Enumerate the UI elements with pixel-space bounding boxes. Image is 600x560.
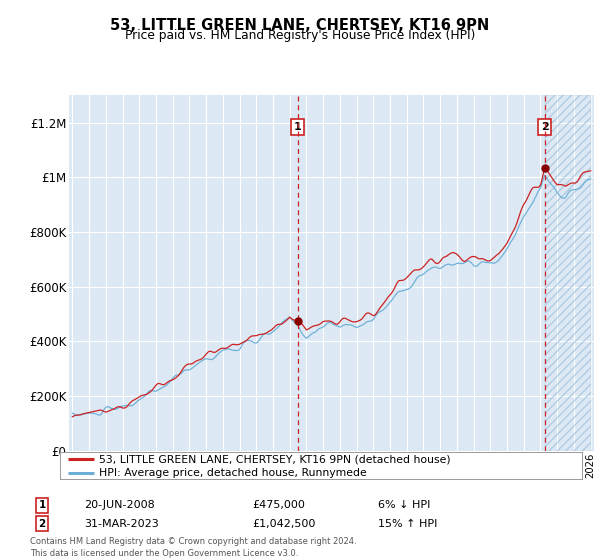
- Text: 15% ↑ HPI: 15% ↑ HPI: [378, 519, 437, 529]
- Text: 53, LITTLE GREEN LANE, CHERTSEY, KT16 9PN: 53, LITTLE GREEN LANE, CHERTSEY, KT16 9P…: [110, 18, 490, 32]
- Text: 6% ↓ HPI: 6% ↓ HPI: [378, 500, 430, 510]
- Text: 20-JUN-2008: 20-JUN-2008: [84, 500, 155, 510]
- Text: 2: 2: [38, 519, 46, 529]
- Text: 1: 1: [38, 500, 46, 510]
- Text: £1,042,500: £1,042,500: [252, 519, 316, 529]
- Text: 31-MAR-2023: 31-MAR-2023: [84, 519, 159, 529]
- Text: Price paid vs. HM Land Registry's House Price Index (HPI): Price paid vs. HM Land Registry's House …: [125, 29, 475, 43]
- Text: Contains HM Land Registry data © Crown copyright and database right 2024.
This d: Contains HM Land Registry data © Crown c…: [30, 537, 356, 558]
- Text: 1: 1: [293, 122, 301, 132]
- Text: HPI: Average price, detached house, Runnymede: HPI: Average price, detached house, Runn…: [99, 468, 367, 478]
- Text: £475,000: £475,000: [252, 500, 305, 510]
- Text: 53, LITTLE GREEN LANE, CHERTSEY, KT16 9PN (detached house): 53, LITTLE GREEN LANE, CHERTSEY, KT16 9P…: [99, 455, 451, 465]
- Text: 2: 2: [541, 122, 548, 132]
